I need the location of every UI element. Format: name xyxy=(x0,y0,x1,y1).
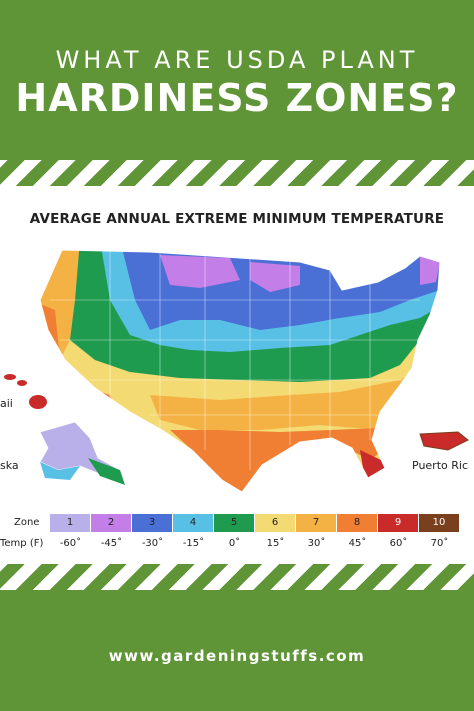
legend-temp-7: 30˚ xyxy=(307,538,326,549)
puerto-rico-label: Puerto Ric xyxy=(412,459,468,472)
legend-temp-1: -60˚ xyxy=(59,538,82,549)
header-banner: WHAT ARE USDA PLANT HARDINESS ZONES? xyxy=(0,0,474,160)
header-subtitle: WHAT ARE USDA PLANT xyxy=(55,46,419,74)
top-stripe-divider xyxy=(0,160,474,186)
header-title: HARDINESS ZONES? xyxy=(15,76,459,120)
zone-7-region-south xyxy=(150,368,420,430)
legend-temp-label: Temp (F) xyxy=(0,538,44,549)
puerto-rico-shape xyxy=(419,431,469,451)
legend-zone-label: Zone xyxy=(14,517,40,528)
legend-zone-cells: 1 2 3 4 5 6 7 8 9 10 xyxy=(50,514,460,532)
legend-temp-2: -45˚ xyxy=(100,538,123,549)
legend-temp-6: 15˚ xyxy=(266,538,285,549)
legend-temp-9: 60˚ xyxy=(389,538,408,549)
website-url: www.gardeningstuffs.com xyxy=(108,647,366,665)
legend-zone-3: 3 xyxy=(132,514,172,532)
legend-temp-values: -60˚ -45˚ -30˚ -15˚ 0˚ 15˚ 30˚ 45˚ 60˚ 70˚ xyxy=(50,538,460,549)
legend-temp-5: 0˚ xyxy=(228,538,241,549)
legend-zone-6: 6 xyxy=(255,514,295,532)
legend-zone-row: Zone 1 2 3 4 5 6 7 8 9 10 xyxy=(0,514,474,532)
hawaii-label: aii xyxy=(0,397,13,410)
zone-2-region xyxy=(160,255,240,288)
footer-banner xyxy=(0,590,474,711)
legend-temp-8: 45˚ xyxy=(348,538,367,549)
legend-temp-3: -30˚ xyxy=(141,538,164,549)
bottom-stripe-divider xyxy=(0,564,474,590)
map-title: AVERAGE ANNUAL EXTREME MINIMUM TEMPERATU… xyxy=(29,211,445,227)
legend-zone-9: 9 xyxy=(378,514,418,532)
legend-zone-10: 10 xyxy=(419,514,459,532)
state-borders xyxy=(50,250,425,470)
legend-zone-8: 8 xyxy=(337,514,377,532)
legend-zone-7: 7 xyxy=(296,514,336,532)
legend-zone-2: 2 xyxy=(91,514,131,532)
legend-zone-5: 5 xyxy=(214,514,254,532)
legend-zone-1: 1 xyxy=(50,514,90,532)
us-outline xyxy=(39,249,441,493)
alaska-label: ska xyxy=(0,459,19,472)
legend-temp-row: Temp (F) -60˚ -45˚ -30˚ -15˚ 0˚ 15˚ 30˚ 45˚ 60˚ 7… xyxy=(0,538,474,552)
legend-temp-10: 70˚ xyxy=(430,538,449,549)
legend-zone-4: 4 xyxy=(173,514,213,532)
legend-temp-4: -15˚ xyxy=(182,538,205,549)
hawaii-shape xyxy=(4,374,47,409)
hardiness-zone-map xyxy=(4,249,469,493)
